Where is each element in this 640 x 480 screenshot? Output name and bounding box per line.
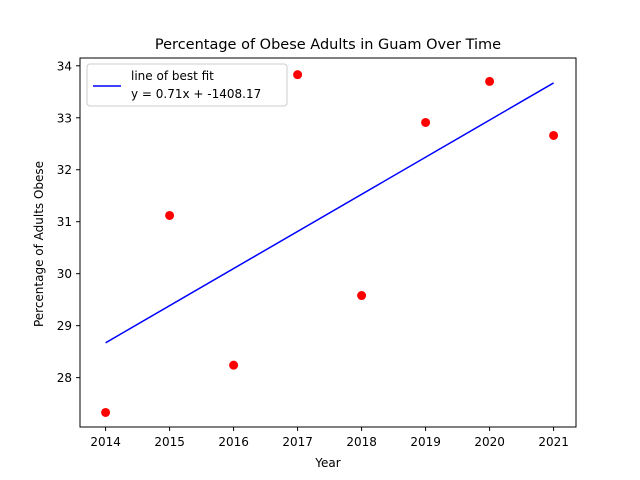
data-point: [421, 117, 431, 127]
x-tick-label: 2018: [346, 435, 377, 449]
data-point: [549, 130, 559, 140]
x-tick-label: 2014: [90, 435, 121, 449]
y-tick-label: 28: [57, 371, 72, 385]
y-tick-label: 32: [57, 163, 72, 177]
y-tick-label: 31: [57, 215, 72, 229]
legend-label: line of best fit: [131, 69, 214, 83]
data-point: [485, 76, 495, 86]
data-point: [293, 70, 303, 80]
x-tick-label: 2017: [282, 435, 313, 449]
x-axis-label: Year: [314, 456, 340, 470]
data-point: [229, 360, 239, 370]
y-tick-label: 33: [57, 111, 72, 125]
best-fit-line: [105, 82, 554, 344]
x-tick-label: 2016: [218, 435, 249, 449]
y-tick-label: 29: [57, 319, 72, 333]
y-tick-label: 30: [57, 267, 72, 281]
x-tick-label: 2020: [474, 435, 505, 449]
plot-frame: [79, 57, 577, 428]
x-tick-label: 2021: [538, 435, 569, 449]
data-point: [101, 407, 111, 417]
plot-area: 2014 2015 2016 2017 2018 2019 2020 2021 28 29 30 31…: [57, 57, 577, 449]
legend-frame: [86, 63, 288, 107]
legend: line of best fit y = 0.71x + -1408.17: [86, 63, 288, 107]
x-tick-label: 2015: [154, 435, 185, 449]
y-tick-label: 34: [57, 59, 72, 73]
data-point: [357, 291, 367, 301]
y-axis-label: Percentage of Adults Obese: [32, 161, 46, 327]
chart-title: Percentage of Obese Adults in Guam Over …: [155, 37, 501, 53]
x-tick-label: 2019: [410, 435, 441, 449]
data-point: [165, 210, 175, 220]
legend-equation: y = 0.71x + -1408.17: [131, 87, 261, 101]
